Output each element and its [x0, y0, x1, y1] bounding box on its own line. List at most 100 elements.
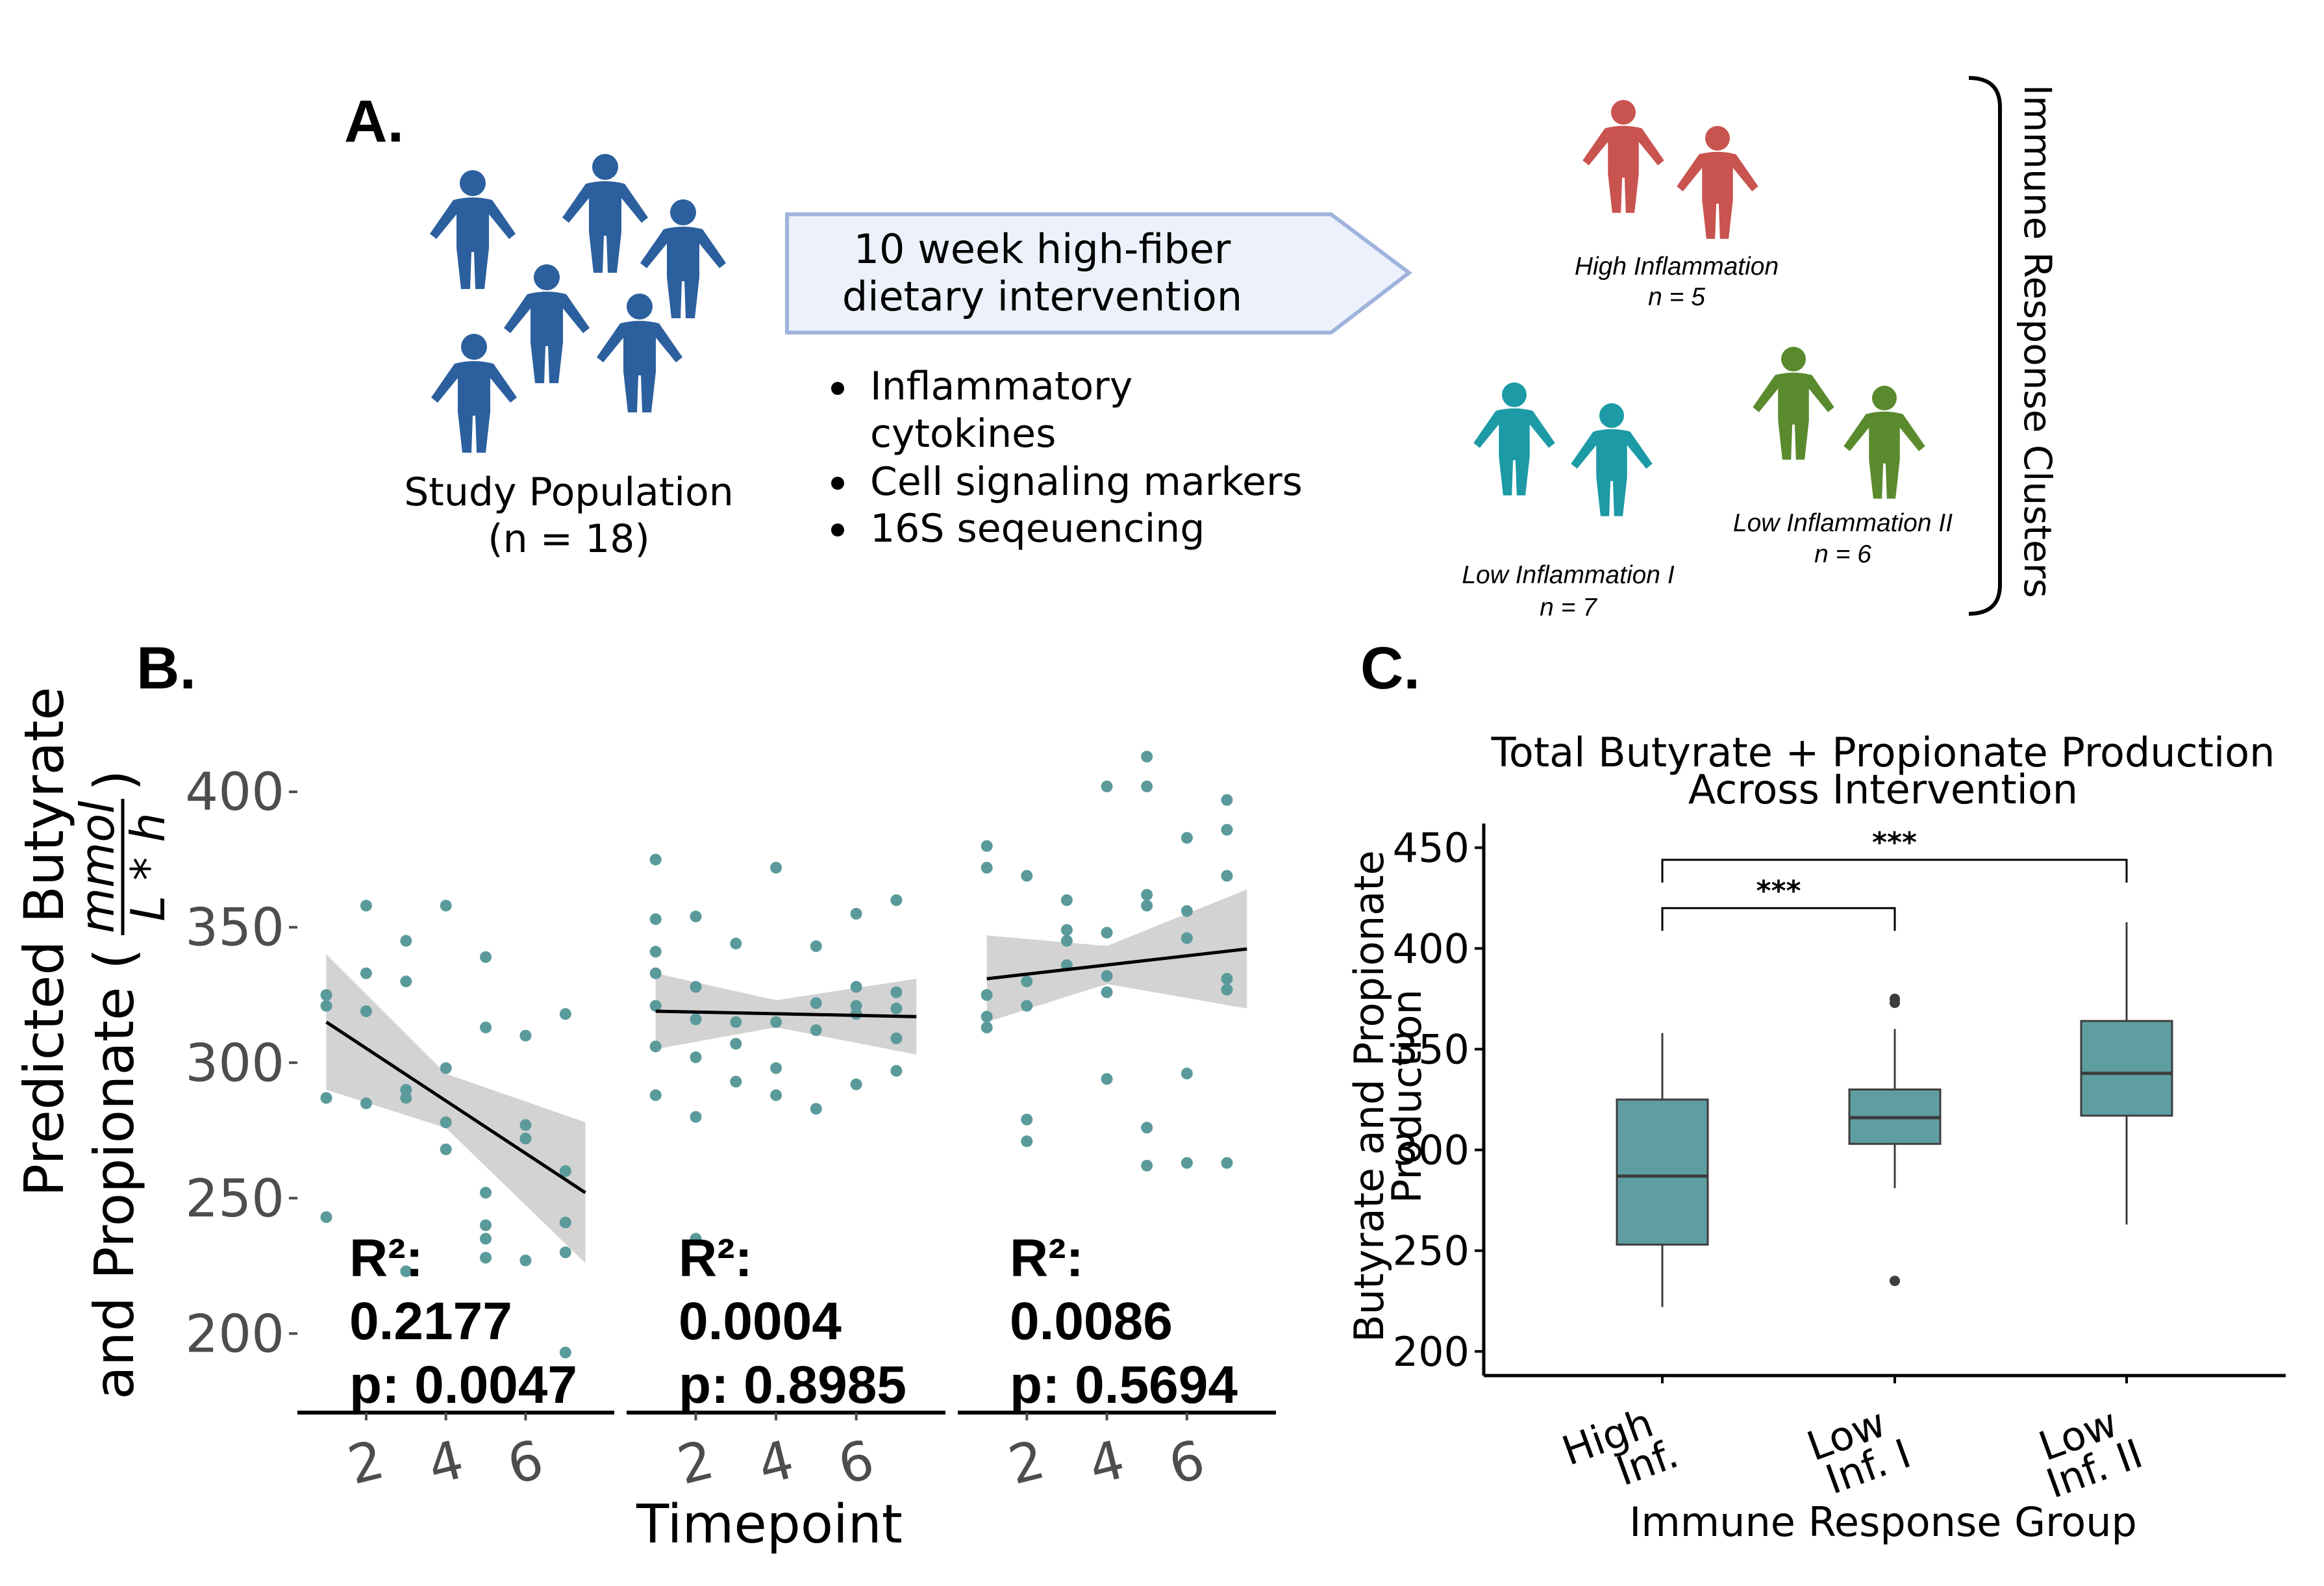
box-iqr [1616, 1098, 1709, 1246]
y-tick-label: 350 [1393, 1026, 1469, 1073]
p-value: p: 0.0047 [349, 1355, 577, 1415]
data-point [1060, 935, 1073, 947]
bracket-line [1661, 859, 2128, 883]
regression-line [325, 1020, 586, 1194]
low-inflammation-1-label: Low Inflammation I [1462, 561, 1674, 589]
intervention-arrow [785, 212, 1412, 334]
x-tick-label: 6 [501, 1429, 549, 1497]
y-tick-label: 250 [185, 1168, 284, 1229]
significance-label: *** [1872, 826, 1917, 859]
data-point [400, 935, 412, 947]
data-point [559, 1216, 571, 1229]
r2-label: R²: [349, 1229, 423, 1288]
data-point [1221, 1157, 1233, 1169]
box-1: HighInf. [1556, 1033, 1709, 1495]
bullet-text: 16S seqeuencing [870, 506, 1205, 551]
data-point [649, 1000, 662, 1012]
data-point [890, 986, 903, 998]
bullet-dot [831, 523, 844, 536]
person-icon [1677, 125, 1758, 239]
person-icon [431, 334, 517, 453]
data-point [1101, 986, 1113, 998]
outlier-point [1890, 1276, 1900, 1287]
x-tick-label: 4 [752, 1429, 800, 1497]
data-point [480, 1219, 492, 1231]
data-point [649, 946, 662, 958]
data-point [730, 1038, 742, 1050]
regression-line [655, 1009, 917, 1018]
person-icon [1843, 385, 1925, 499]
data-point [360, 967, 372, 979]
r2-label: R²: [1010, 1229, 1084, 1288]
data-point [1181, 1067, 1193, 1079]
r2-value: 0.0004 [679, 1292, 842, 1351]
r2-label: R²: [679, 1229, 753, 1288]
data-point [730, 937, 742, 950]
data-point [360, 900, 372, 912]
bullet-text-continued: cytokines [870, 411, 1056, 457]
data-point [400, 976, 412, 988]
panel-b-ylabel-line-2: and Propionate ( mmol L * h ) [70, 770, 175, 1400]
data-point [519, 1119, 532, 1131]
data-point [1181, 905, 1193, 917]
person-icon [562, 154, 648, 273]
panel-b-ylabel-line-1: Predicted Butyrate [12, 686, 76, 1196]
data-point [770, 862, 782, 874]
panel-c-title-line-2: Across Intervention [1688, 766, 2078, 813]
significance-label: *** [1756, 874, 1801, 907]
high-inflammation-label: High Inflammation [1575, 253, 1779, 281]
data-point [1181, 932, 1193, 944]
high-inflammation-n: n = 5 [1648, 283, 1705, 311]
data-point [360, 1005, 372, 1017]
data-point [519, 1254, 532, 1266]
panel-a-letter: A. [344, 88, 404, 155]
data-point [690, 911, 702, 923]
intervention-line-1: 10 week high-fiber [854, 225, 1231, 273]
data-point [981, 1022, 993, 1033]
data-point [890, 1032, 903, 1044]
data-point [690, 1013, 702, 1026]
data-point [1101, 970, 1113, 982]
y-tick-label: 200 [1393, 1328, 1469, 1376]
ylabel-text: and Propionate ( [82, 948, 146, 1400]
bullet-text: Cell signaling markers [870, 459, 1303, 505]
data-point [730, 1076, 742, 1088]
data-point [440, 1143, 452, 1155]
data-point [850, 1000, 862, 1012]
data-point [649, 853, 662, 866]
data-point [400, 1092, 412, 1104]
x-tick-label: 2 [672, 1429, 720, 1497]
data-point [890, 1064, 903, 1077]
panel-c-ylabel-line-2: Production [1383, 989, 1431, 1203]
data-point [1021, 870, 1033, 882]
data-point [320, 1092, 332, 1104]
data-point [850, 1078, 862, 1090]
data-point [1021, 1113, 1033, 1126]
confidence-band [986, 889, 1247, 1022]
data-point [1221, 824, 1233, 836]
low-inflammation-2-label: Low Inflammation II [1733, 509, 1953, 537]
data-point [1141, 780, 1153, 792]
data-point [810, 940, 822, 952]
panel-b-xlabel: Timepoint [636, 1494, 903, 1555]
data-point [480, 1252, 492, 1264]
ylabel-fraction-denominator: L * h [121, 812, 175, 922]
bullet-dot [831, 477, 844, 490]
data-point [981, 989, 993, 1001]
x-tick-label: 6 [1163, 1429, 1211, 1497]
data-point [1141, 900, 1153, 912]
data-point [519, 1029, 532, 1042]
study-population-label: Study Population [404, 470, 734, 515]
data-point [1060, 894, 1073, 906]
data-point [810, 997, 822, 1009]
data-point [440, 900, 452, 912]
panel-c-letter: C. [1360, 635, 1420, 701]
person-icon [1571, 403, 1653, 516]
intervention-line-2: dietary intervention [842, 273, 1242, 320]
box-iqr [2080, 1020, 2173, 1117]
person-icon [1473, 382, 1555, 496]
panel-c-plot: 200 250 300 350 400 450 HighInf. LowInf. I LowIn… [1393, 824, 2286, 1507]
